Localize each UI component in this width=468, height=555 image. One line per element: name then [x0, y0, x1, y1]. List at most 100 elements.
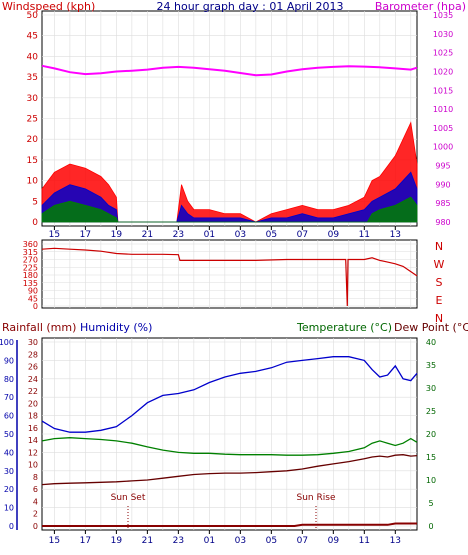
rainfall-tick-label: 2 [33, 510, 38, 519]
windspeed-tick-label: 0 [32, 218, 38, 228]
barometer-tick-label: 985 [435, 199, 450, 208]
direction-tick-label: 270 [23, 256, 38, 265]
direction-tick-label: 360 [23, 240, 38, 249]
time-tick-label: 09 [328, 230, 340, 240]
humidity-tick-label: 10 [4, 504, 14, 513]
rainfall-tick-label: 8 [33, 473, 38, 482]
rainfall-tick-label: 0 [33, 522, 38, 531]
rainfall-tick-label: 18 [28, 412, 38, 421]
humidity-tick-label: 80 [4, 375, 14, 384]
time-tick-label: 01 [204, 536, 215, 546]
time-tick-label: 19 [111, 536, 123, 546]
barometer-axis: 980 985 990 995 1000 1005 1010 1015 1020 1025 1030… [433, 11, 453, 227]
windspeed-tick-label: 50 [27, 11, 39, 21]
time-tick-label: 01 [204, 230, 215, 240]
temperature-tick-label: 35 [426, 361, 436, 370]
direction-tick-label: 135 [23, 279, 38, 288]
time-tick-label: 07 [297, 230, 308, 240]
direction-tick-label: 90 [28, 287, 38, 296]
barometer-tick-label: 1000 [433, 143, 453, 152]
time-tick-label: 05 [266, 230, 277, 240]
compass-tick-label: N [435, 240, 443, 253]
barometer-tick-label: 1030 [433, 30, 453, 39]
compass-tick-label: E [436, 294, 443, 307]
barometer-tick-label: 1025 [433, 49, 453, 58]
rainfall-tick-label: 4 [33, 497, 38, 506]
time-tick-label: 23 [173, 230, 184, 240]
direction-tick-label: 180 [23, 271, 38, 280]
barometer-tick-label: 1015 [433, 86, 453, 95]
rainfall-tick-label: 20 [28, 399, 38, 408]
windspeed-label: Windspeed (kph) [2, 0, 95, 13]
rainfall-tick-label: 10 [28, 461, 38, 470]
sunset-label: Sun Set [111, 493, 146, 503]
time-tick-label: 17 [80, 230, 91, 240]
dewpoint-line [41, 454, 418, 486]
humidity-tick-label: 90 [4, 356, 14, 365]
rainfall-tick-label: 14 [28, 436, 38, 445]
temperature-tick-label: 5 [428, 499, 433, 508]
rainfall-tick-label: 22 [28, 387, 38, 396]
barometer-tick-label: 1020 [433, 67, 453, 76]
windspeed-tick-label: 45 [27, 32, 38, 42]
direction-series [41, 247, 418, 307]
temperature-tick-label: 0 [428, 522, 433, 531]
humidity-tick-label: 30 [4, 467, 14, 476]
windspeed-tick-label: 35 [27, 73, 38, 83]
time-tick-label: 05 [266, 536, 277, 546]
windspeed-tick-label: 30 [27, 94, 39, 104]
wind-direction-line [41, 247, 418, 307]
temperature-label: Temperature (°C) [296, 321, 392, 334]
direction-tick-label: 0 [33, 302, 38, 311]
rainfall-tick-label: 30 [28, 338, 38, 347]
barometer-tick-label: 1035 [433, 11, 453, 20]
windspeed-tick-label: 40 [27, 52, 39, 62]
time-tick-label: 13 [390, 230, 401, 240]
windspeed-tick-label: 20 [27, 135, 39, 145]
rainfall-tick-label: 26 [28, 363, 38, 372]
time-tick-label: 07 [297, 536, 308, 546]
dewpoint-label: Dew Point (°C) [394, 321, 468, 334]
compass-tick-label: N [435, 312, 443, 325]
barometer-tick-label: 980 [435, 218, 450, 227]
windspeed-tick-label: 5 [32, 197, 38, 207]
temperature-tick-label: 15 [426, 453, 436, 462]
temperature-line [41, 437, 418, 456]
time-tick-label: 17 [80, 536, 91, 546]
temperature-tick-label: 30 [426, 384, 436, 393]
time-tick-label: 21 [142, 536, 153, 546]
sunrise-label: Sun Rise [297, 493, 336, 503]
barometer-line [41, 64, 418, 77]
barometer-tick-label: 1010 [433, 105, 453, 114]
rainfall-label: Rainfall (mm) [2, 321, 76, 334]
direction-tick-label: 45 [28, 294, 38, 303]
time-tick-label: 03 [235, 230, 246, 240]
time-tick-label: 11 [359, 230, 370, 240]
temp-series [41, 356, 418, 527]
time-tick-label: 15 [49, 230, 60, 240]
temp-grid [42, 338, 417, 530]
barometer-tick-label: 990 [435, 180, 450, 189]
rainfall-line [42, 522, 417, 527]
rainfall-tick-label: 16 [28, 424, 38, 433]
page-title: 24 hour graph day : 01 April 2013 [157, 0, 344, 13]
time-tick-label: 09 [328, 536, 340, 546]
barometer-tick-label: 995 [435, 162, 450, 171]
compass-tick-label: S [436, 276, 443, 289]
humidity-tick-label: 100 [0, 338, 14, 347]
compass-tick-label: W [434, 258, 445, 271]
wind-time-axis: 15 17 19 21 23 01 03 05 07 09 11 13 [49, 226, 401, 240]
temp-humidity-chart: Rainfall (mm) Humidity (%) Temperature (… [0, 321, 468, 546]
windspeed-tick-label: 15 [27, 156, 38, 166]
wind-series [41, 64, 418, 223]
humidity-axis: 0 10 20 30 40 50 60 70 80 90 100 [0, 338, 18, 531]
temperature-tick-label: 25 [426, 407, 436, 416]
rainfall-tick-label: 6 [33, 485, 38, 494]
rainfall-tick-label: 28 [28, 350, 38, 359]
temperature-tick-label: 40 [426, 338, 436, 347]
time-tick-label: 11 [359, 536, 370, 546]
